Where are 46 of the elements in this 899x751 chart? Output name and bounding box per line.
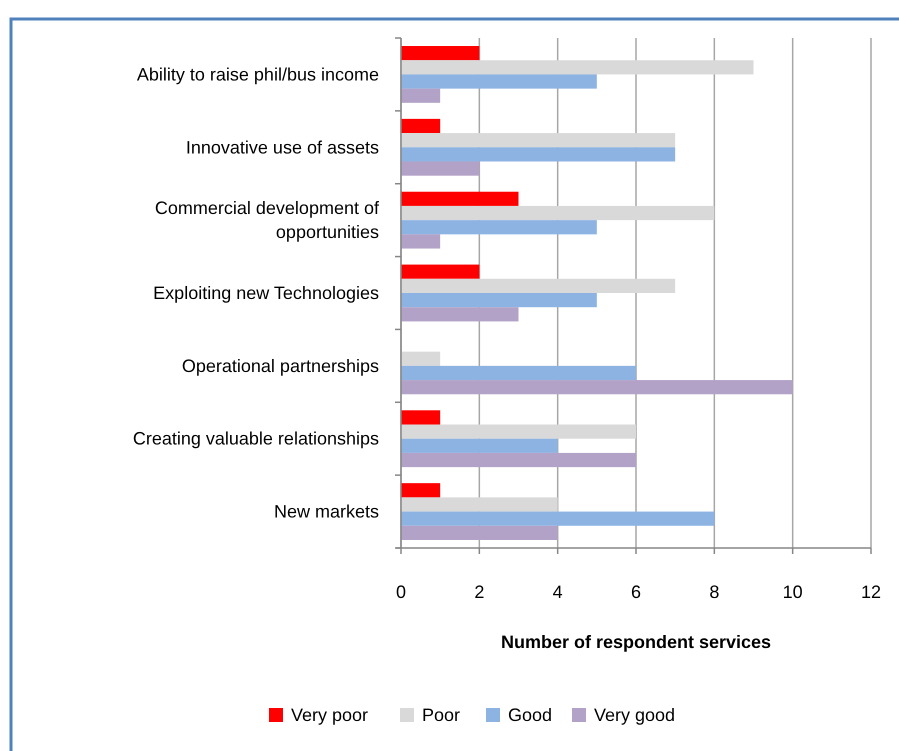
- bar: [401, 497, 558, 512]
- bar: [401, 526, 558, 540]
- legend-label: Very poor: [291, 705, 368, 725]
- bar: [401, 366, 636, 380]
- bar: [401, 220, 597, 234]
- bar: [401, 74, 597, 89]
- bar: [401, 483, 440, 498]
- bar: [401, 46, 480, 60]
- x-tick-label: 0: [396, 582, 406, 602]
- bar: [401, 410, 440, 425]
- bar: [401, 234, 440, 249]
- legend-label: Good: [508, 705, 552, 725]
- bar: [401, 118, 440, 134]
- bar: [401, 161, 480, 176]
- legend-label: Very good: [594, 705, 676, 725]
- x-tick-label: 10: [782, 582, 803, 602]
- bar: [401, 133, 676, 148]
- x-tick-label: 6: [630, 582, 642, 602]
- bar: [401, 307, 518, 322]
- bar: [401, 438, 558, 453]
- y-tick-label: Creating valuable relationships: [132, 428, 379, 449]
- x-tick-label: 2: [474, 582, 484, 602]
- bar: [401, 206, 714, 220]
- bar: [401, 424, 636, 439]
- y-tick-label: Commercial development of opportunities: [154, 198, 380, 242]
- bar: [401, 60, 754, 74]
- bar: [401, 512, 714, 526]
- bar: [401, 293, 597, 308]
- bar: [401, 452, 636, 468]
- y-tick-label: Innovative use of assets: [186, 137, 379, 158]
- bar: [401, 380, 793, 394]
- x-axis-title: Number of respondent services: [500, 632, 772, 652]
- bar: [401, 264, 480, 279]
- legend-label: Poor: [422, 705, 460, 725]
- x-tick-label: 8: [709, 582, 720, 602]
- bar: [401, 352, 440, 366]
- bar: [401, 278, 676, 293]
- y-tick-label: New markets: [274, 502, 379, 522]
- y-tick-label: Ability to raise phil/bus income: [136, 64, 379, 84]
- y-tick-label: Exploiting new Technologies: [153, 283, 379, 303]
- x-tick-label: 12: [860, 582, 882, 602]
- bar: [401, 88, 440, 103]
- bar: [401, 192, 518, 206]
- x-tick-label: 4: [552, 582, 563, 602]
- bar: [401, 147, 676, 162]
- y-tick-label: Operational partnerships: [182, 356, 379, 376]
